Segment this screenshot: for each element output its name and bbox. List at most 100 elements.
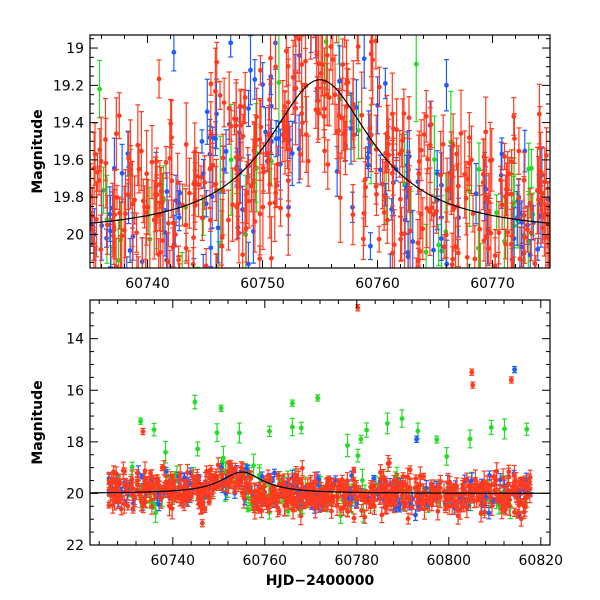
data-point: [148, 469, 154, 477]
data-point: [472, 225, 478, 268]
x-tick-label: 60770: [470, 276, 515, 292]
data-point: [112, 169, 118, 260]
data-point: [192, 162, 198, 203]
data-point: [399, 409, 405, 428]
data-point: [462, 130, 468, 219]
top-panel: 60740 60750 60760 60770 19 19.2 19.4 19.6 19.8 20…: [30, 0, 551, 337]
data-point: [292, 35, 298, 47]
data-point: [203, 247, 209, 268]
data-point: [287, 125, 293, 174]
data-point: [168, 471, 174, 491]
x-tick-label: 60820: [519, 553, 564, 569]
data-point: [244, 476, 250, 492]
data-point: [324, 35, 330, 91]
data-point: [111, 465, 117, 479]
data-point: [257, 55, 263, 86]
data-point: [113, 264, 119, 268]
data-point: [217, 80, 223, 111]
data-point: [509, 157, 515, 231]
data-point: [257, 97, 263, 181]
data-point: [384, 196, 390, 244]
data-point: [350, 78, 356, 141]
data-point: [156, 59, 162, 99]
data-point: [339, 0, 344, 1]
x-tick-label: 60760: [355, 276, 400, 292]
data-point: [384, 412, 390, 435]
data-point: [330, 35, 336, 105]
x-tick-label: 60760: [243, 553, 288, 569]
model-curve: [90, 79, 550, 224]
data-point: [492, 237, 498, 268]
data-point: [435, 502, 441, 521]
y-tick-label: 20: [66, 227, 84, 243]
data-point: [237, 90, 243, 123]
data-point: [486, 230, 492, 267]
data-point: [522, 486, 528, 509]
data-point: [274, 488, 280, 499]
data-point: [477, 185, 483, 268]
data-point: [431, 479, 437, 501]
data-point: [455, 238, 461, 268]
data-point: [186, 157, 192, 229]
data-point: [423, 89, 429, 143]
x-tick-label: 60780: [335, 553, 380, 569]
data-point: [134, 468, 140, 478]
data-point: [296, 35, 302, 82]
data-point: [267, 425, 273, 438]
data-point: [245, 504, 251, 513]
data-point: [440, 114, 446, 175]
data-point: [219, 210, 225, 268]
data-point: [192, 394, 198, 410]
data-point: [505, 194, 511, 268]
data-point: [251, 453, 257, 478]
data-point: [522, 129, 528, 173]
data-point: [520, 250, 526, 268]
data-point: [117, 196, 123, 230]
data-point: [168, 98, 174, 149]
data-point: [517, 226, 523, 268]
data-point: [289, 417, 295, 437]
data-point: [177, 263, 183, 268]
data-point: [341, 116, 347, 152]
data-point: [486, 484, 492, 496]
data-point: [183, 102, 189, 187]
data-point: [233, 79, 239, 159]
data-point: [524, 422, 530, 436]
data-point: [438, 130, 444, 220]
data-point: [345, 433, 351, 458]
data-point: [132, 175, 138, 225]
data-point: [400, 98, 406, 183]
data-point: [143, 477, 149, 494]
data-point: [98, 116, 104, 207]
data-point: [407, 477, 413, 499]
data-point: [286, 473, 292, 487]
data-point: [511, 507, 517, 518]
data-point: [121, 494, 127, 514]
data-point: [228, 110, 234, 142]
data-point: [274, 163, 280, 208]
data-point: [309, 497, 315, 506]
data-point: [498, 165, 504, 195]
data-point: [299, 35, 305, 37]
data-point: [175, 152, 181, 213]
data-point: [398, 216, 404, 262]
data-point: [420, 197, 426, 261]
data-point: [508, 376, 514, 384]
data-point: [325, 139, 331, 190]
data-point: [324, 477, 330, 491]
data-point: [268, 35, 274, 85]
data-point: [367, 499, 373, 510]
data-point: [254, 87, 260, 147]
data-point: [403, 498, 409, 508]
data-point: [355, 448, 361, 463]
data-point: [129, 227, 135, 268]
data-point: [533, 255, 539, 268]
data-point: [402, 189, 408, 268]
data-point: [127, 237, 133, 264]
data-point: [531, 289, 536, 337]
data-point: [219, 264, 225, 268]
data-point: [324, 0, 329, 18]
data-point: [351, 513, 357, 523]
y-tick-label: 19.2: [53, 78, 84, 94]
data-point: [365, 151, 371, 179]
